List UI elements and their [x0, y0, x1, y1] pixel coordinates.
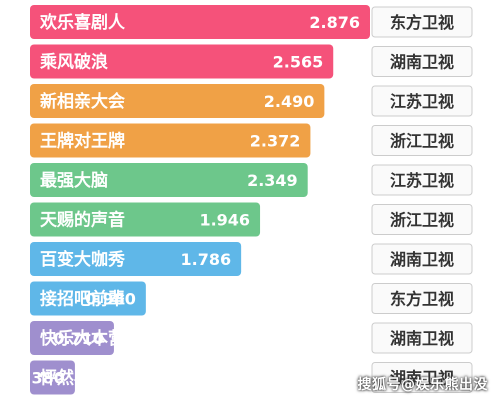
bar-value-label: 2.349 — [247, 171, 298, 190]
bar-value-label: 0.710 — [53, 329, 104, 348]
bar — [30, 84, 325, 118]
bar-value-label: 2.565 — [273, 53, 324, 72]
channel-box — [371, 6, 473, 38]
bar-category-label: 欢乐喜剧人 — [39, 12, 126, 33]
bar-category-label: 王牌对王牌 — [40, 131, 125, 152]
bar-value-label: 2.876 — [309, 13, 360, 32]
bar-category-label: 怦然再心动 — [40, 368, 125, 389]
channel-box — [371, 362, 473, 393]
bar-value-label: 0.980 — [85, 290, 136, 309]
bar-category-label: 快乐大本营 — [40, 328, 125, 349]
channel-box — [371, 322, 473, 354]
bar-category-label: 天赐的声音 — [40, 210, 125, 231]
bar — [30, 44, 334, 79]
watermark: 搜狐号@娱乐熊出没 — [357, 377, 488, 393]
bar-category-label: 百变大咖秀 — [40, 249, 125, 270]
bar-value-label: 0.380 — [14, 369, 65, 388]
channel-label: 湖南卫视 — [390, 329, 454, 348]
channel-label: 湖南卫视 — [390, 369, 454, 388]
channel-box — [371, 243, 473, 275]
bar-value-label: 1.946 — [199, 211, 250, 230]
bar — [30, 242, 242, 276]
channel-box — [371, 164, 473, 196]
channel-box — [371, 85, 473, 117]
bar — [30, 321, 114, 355]
channel-box — [371, 125, 473, 156]
bar-value-label: 2.490 — [264, 92, 315, 111]
bar-category-label: 最强大脑 — [40, 170, 108, 191]
channel-label: 浙江卫视 — [390, 132, 454, 151]
bar — [30, 360, 75, 395]
bar-category-label: 接招吧前辈 — [40, 289, 125, 310]
bar-value-label: 1.786 — [181, 250, 232, 269]
bar — [30, 123, 311, 158]
channel-box — [371, 283, 473, 314]
channel-label: 湖南卫视 — [390, 53, 454, 72]
channel-label: 浙江卫视 — [390, 211, 454, 230]
channel-box — [371, 204, 473, 235]
channel-label: 江苏卫视 — [390, 171, 454, 190]
channel-label: 东方卫视 — [390, 290, 454, 309]
channel-label: 江苏卫视 — [390, 92, 454, 111]
bar — [30, 202, 261, 237]
bar — [30, 5, 370, 39]
bar-value-label: 2.372 — [250, 132, 301, 151]
bar — [30, 163, 308, 197]
channel-label: 东方卫视 — [390, 13, 454, 32]
bar-category-label: 乘风破浪 — [39, 52, 108, 73]
bar — [30, 281, 146, 316]
channel-label: 湖南卫视 — [390, 250, 454, 269]
channel-box — [371, 46, 473, 77]
bar-category-label: 新相亲大会 — [40, 91, 125, 112]
